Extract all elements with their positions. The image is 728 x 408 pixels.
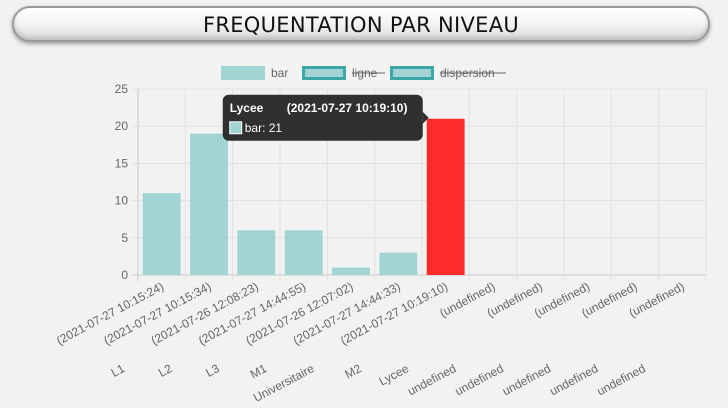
y-tick-label: 10 [115, 194, 129, 208]
legend-item-bar[interactable]: bar [221, 66, 288, 80]
x-tick-category: Lycee [377, 361, 412, 388]
legend-label: bar [271, 66, 288, 80]
legend-swatch [302, 66, 346, 80]
tooltip-box [222, 94, 423, 141]
tooltip: Lycee (2021-07-27 10:19:10) bar: 21 [222, 94, 429, 141]
y-tick-label: 25 [115, 82, 129, 96]
y-tick-label: 20 [115, 119, 129, 133]
legend-swatch [221, 66, 265, 80]
legend-swatch [390, 66, 434, 80]
legend-item-dispersion[interactable]: dispersion [390, 66, 507, 80]
x-tick-category: undefined [547, 361, 600, 398]
y-tick-label: 15 [115, 156, 129, 170]
y-tick-label: 5 [121, 231, 128, 245]
chart-title: FREQUENTATION PAR NIVEAU [202, 13, 520, 37]
bar[interactable] [332, 267, 370, 275]
x-tick-category: undefined [453, 361, 506, 398]
bar[interactable] [284, 230, 323, 275]
bar[interactable] [237, 230, 276, 275]
bar[interactable] [142, 193, 181, 275]
x-tick-category: undefined [595, 361, 648, 398]
x-tick-category: L3 [203, 361, 222, 380]
tooltip-swatch [229, 121, 243, 135]
x-tick-category: L2 [156, 361, 175, 380]
bar[interactable] [190, 133, 228, 275]
x-tick-category: undefined [500, 361, 553, 398]
x-tick-category: undefined [405, 361, 458, 398]
x-tick-category: M1 [248, 361, 270, 381]
tooltip-title-name: Lycee [230, 101, 264, 115]
tooltip-body: bar: 21 [245, 121, 283, 135]
chart-title-banner: FREQUENTATION PAR NIVEAU [12, 6, 710, 42]
y-tick-label: 0 [121, 268, 128, 282]
x-tick-category: M2 [342, 361, 364, 381]
tooltip-caret [422, 111, 429, 124]
x-tick-category: L1 [109, 361, 128, 380]
tooltip-title-time: (2021-07-27 10:19:10) [287, 101, 408, 115]
legend-item-ligne[interactable]: ligne [302, 66, 386, 80]
bar[interactable] [379, 252, 418, 275]
bar[interactable] [426, 118, 465, 275]
